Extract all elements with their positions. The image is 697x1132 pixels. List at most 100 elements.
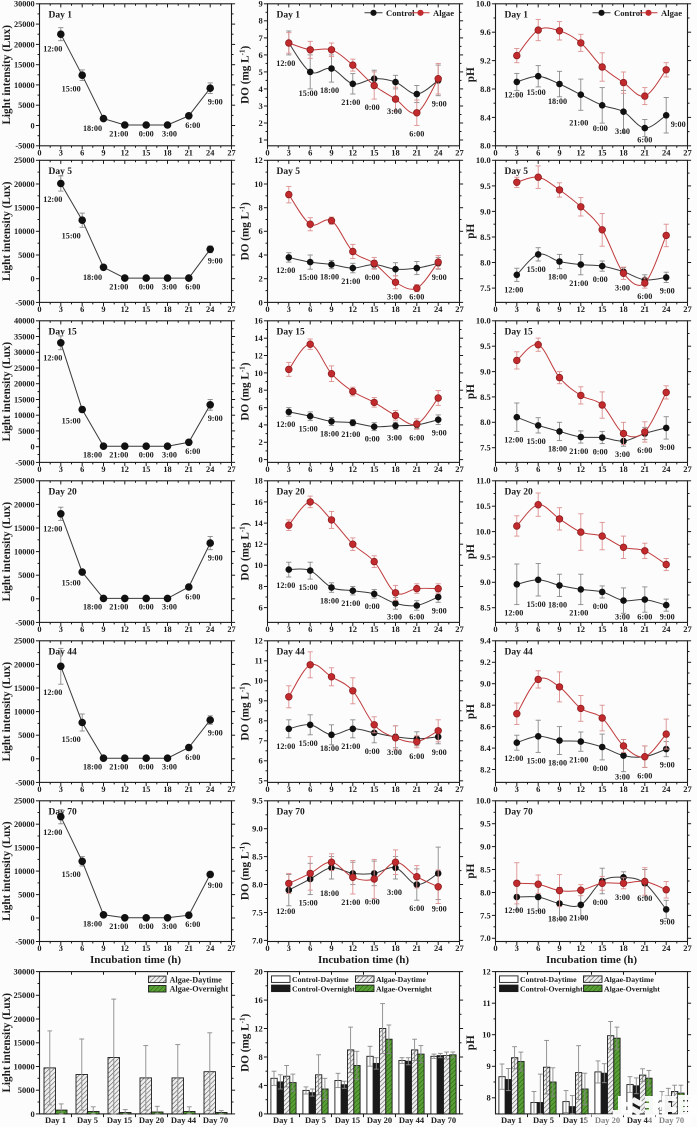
svg-text:0:00: 0:00 [365, 435, 380, 444]
svg-text:0: 0 [265, 943, 269, 953]
svg-text:15: 15 [598, 147, 607, 157]
svg-text:18:00: 18:00 [548, 445, 567, 454]
svg-text:Day 44: Day 44 [171, 1115, 197, 1125]
svg-text:Day 1: Day 1 [501, 1115, 522, 1125]
svg-text:Light intensity (Lux): Light intensity (Lux) [1, 25, 13, 125]
svg-text:25000: 25000 [13, 990, 34, 1000]
svg-text:12: 12 [577, 943, 586, 953]
svg-text:0:00: 0:00 [593, 448, 608, 457]
svg-text:24: 24 [662, 624, 671, 634]
svg-text:18:00: 18:00 [83, 450, 102, 459]
svg-text:24: 24 [434, 304, 443, 314]
svg-text:15: 15 [370, 147, 379, 157]
svg-text:10000: 10000 [13, 1061, 34, 1071]
svg-text:6:00: 6:00 [409, 904, 424, 913]
svg-text:Day 44: Day 44 [627, 1115, 653, 1125]
svg-text:24: 24 [206, 465, 214, 474]
svg-text:Day 1: Day 1 [49, 10, 73, 20]
svg-text:0:00: 0:00 [139, 763, 154, 772]
svg-text:10000: 10000 [14, 708, 35, 717]
svg-text:12: 12 [121, 465, 129, 474]
svg-text:6: 6 [80, 625, 84, 634]
svg-text:25000: 25000 [14, 364, 35, 373]
svg-text:0: 0 [37, 465, 41, 474]
svg-text:21: 21 [185, 465, 193, 474]
svg-text:8.6: 8.6 [480, 722, 491, 732]
svg-text:3: 3 [59, 148, 63, 157]
svg-text:9: 9 [557, 943, 561, 953]
svg-text:Day 70: Day 70 [49, 807, 77, 817]
svg-text:3: 3 [515, 147, 519, 157]
svg-text:9.2: 9.2 [480, 56, 491, 66]
svg-text:15:00: 15:00 [527, 88, 546, 97]
svg-text:20000: 20000 [14, 180, 35, 189]
svg-text:9: 9 [101, 785, 105, 794]
svg-text:18:00: 18:00 [320, 744, 339, 753]
svg-text:6: 6 [80, 785, 84, 794]
svg-text:9:00: 9:00 [208, 728, 223, 737]
svg-text:6: 6 [308, 624, 312, 634]
svg-text:21: 21 [413, 304, 422, 314]
svg-text:6: 6 [308, 147, 312, 157]
svg-text:27: 27 [683, 464, 692, 474]
svg-text:15:00: 15:00 [62, 231, 81, 240]
svg-text:0:00: 0:00 [593, 764, 608, 773]
svg-text:Day 5: Day 5 [505, 167, 529, 177]
svg-text:18:00: 18:00 [83, 603, 102, 612]
svg-text:21: 21 [413, 464, 422, 474]
svg-text:8.0: 8.0 [252, 879, 263, 889]
svg-text:Day 20: Day 20 [505, 487, 533, 497]
svg-text:18: 18 [391, 943, 400, 953]
svg-text:0: 0 [37, 785, 41, 794]
svg-text:24: 24 [662, 784, 671, 794]
svg-text:12:00: 12:00 [504, 285, 523, 294]
svg-text:24: 24 [206, 944, 214, 953]
svg-text:27: 27 [227, 465, 235, 474]
svg-text:2: 2 [258, 437, 262, 447]
svg-text:15: 15 [142, 465, 150, 474]
svg-text:7.0: 7.0 [480, 933, 491, 943]
svg-text:15: 15 [370, 624, 379, 634]
svg-text:27: 27 [683, 304, 692, 314]
svg-text:9:00: 9:00 [432, 905, 447, 914]
svg-text:Day 70: Day 70 [659, 1115, 684, 1125]
svg-text:12: 12 [349, 784, 358, 794]
svg-text:Day 1: Day 1 [45, 1115, 66, 1125]
svg-text:9:00: 9:00 [660, 443, 675, 452]
svg-text:5000: 5000 [18, 891, 35, 900]
svg-text:21:00: 21:00 [341, 430, 360, 439]
svg-text:Day 44: Day 44 [49, 647, 77, 657]
svg-text:9:00: 9:00 [660, 761, 675, 770]
svg-text:12: 12 [577, 304, 586, 314]
svg-text:21: 21 [641, 624, 650, 634]
svg-text:Algae-Overnight: Algae-Overnight [376, 984, 432, 993]
svg-text:0:00: 0:00 [139, 922, 154, 931]
svg-text:Algae-Overnight: Algae-Overnight [604, 984, 660, 993]
svg-text:27: 27 [455, 464, 464, 474]
svg-text:3: 3 [287, 943, 291, 953]
svg-text:12: 12 [254, 1023, 263, 1033]
svg-text:9: 9 [258, 0, 262, 9]
svg-text:Control: Control [386, 8, 415, 18]
svg-text:6:00: 6:00 [637, 136, 652, 145]
svg-text:0: 0 [37, 625, 41, 634]
svg-text:3:00: 3:00 [162, 763, 177, 772]
svg-text:30000: 30000 [14, 348, 35, 357]
svg-text:Incubation time (h): Incubation time (h) [546, 954, 637, 966]
svg-text:18:00: 18:00 [83, 124, 102, 133]
svg-text:9.5: 9.5 [480, 181, 491, 191]
svg-text:21: 21 [413, 943, 422, 953]
svg-text:Day 15: Day 15 [505, 327, 533, 337]
svg-text:25000: 25000 [14, 797, 35, 806]
svg-text:18: 18 [254, 476, 263, 486]
svg-text:40000: 40000 [14, 317, 35, 326]
svg-text:8.4: 8.4 [480, 112, 491, 122]
svg-text:0:00: 0:00 [593, 898, 608, 907]
svg-text:Day 15: Day 15 [563, 1115, 588, 1125]
svg-text:6: 6 [536, 784, 540, 794]
svg-text:9.4: 9.4 [480, 636, 491, 646]
svg-text:25000: 25000 [14, 20, 35, 29]
svg-text:0:00: 0:00 [139, 282, 154, 291]
svg-text:3: 3 [287, 304, 291, 314]
svg-text:8: 8 [258, 16, 262, 26]
